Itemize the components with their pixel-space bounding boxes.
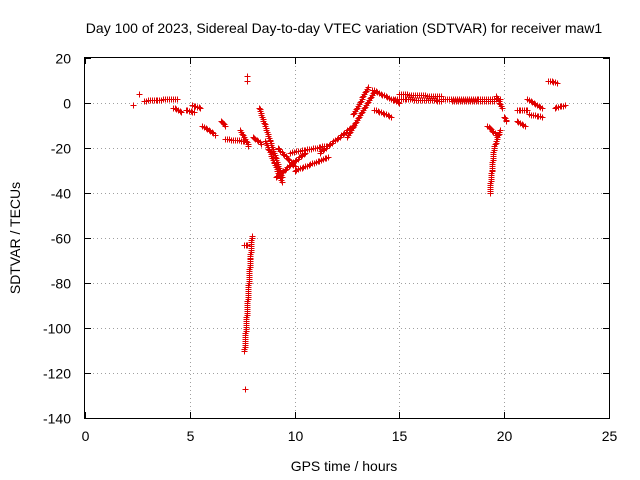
data-point: [177, 108, 184, 115]
data-point: [433, 97, 440, 104]
data-point: [549, 78, 556, 85]
y-tick-label: -100: [43, 321, 71, 337]
data-point: [212, 132, 219, 139]
data-points: [130, 73, 569, 393]
data-point: [325, 154, 332, 161]
data-point: [209, 129, 216, 136]
data-point: [261, 120, 268, 127]
x-tick-label: 20: [497, 428, 513, 444]
data-point: [378, 91, 385, 98]
data-point: [222, 123, 229, 130]
y-tick-label: -60: [51, 231, 71, 247]
y-axis-label: SDTVAR / TECUs: [7, 182, 23, 294]
y-tick-label: -20: [51, 141, 71, 157]
data-point: [258, 141, 265, 148]
data-point: [178, 109, 185, 116]
data-point: [388, 114, 395, 121]
data-point: [522, 123, 529, 130]
x-tick-label: 0: [82, 428, 90, 444]
data-point: [242, 386, 249, 393]
data-point: [375, 108, 382, 115]
data-point: [174, 96, 181, 103]
data-point: [249, 233, 256, 240]
data-point: [245, 143, 252, 150]
data-point: [285, 156, 292, 163]
data-point: [136, 91, 143, 98]
data-point: [365, 84, 372, 91]
data-point: [539, 114, 546, 121]
y-tick-label: -40: [51, 186, 71, 202]
data-point: [524, 107, 531, 114]
x-tick-label: 25: [602, 428, 618, 444]
data-point: [276, 172, 283, 179]
data-point: [279, 179, 286, 186]
x-axis-label: GPS time / hours: [291, 458, 398, 474]
data-point: [495, 132, 502, 139]
data-point: [191, 109, 198, 116]
data-point: [552, 105, 559, 112]
plot-frame: [84, 57, 610, 419]
data-point: [503, 118, 510, 125]
data-point: [130, 102, 137, 109]
data-point: [196, 104, 203, 111]
y-tick-label: -120: [43, 366, 71, 382]
data-point: [497, 127, 504, 134]
data-point: [244, 78, 251, 85]
y-tick-label: 0: [63, 96, 71, 112]
data-point: [244, 242, 251, 249]
data-point: [256, 105, 263, 112]
data-point: [395, 99, 402, 106]
data-point: [499, 105, 506, 112]
x-tick-label: 10: [288, 428, 304, 444]
data-point: [188, 108, 195, 115]
y-tick-label: 20: [55, 51, 71, 67]
data-point: [554, 80, 561, 87]
y-tick-label: -80: [51, 276, 71, 292]
data-point: [197, 105, 204, 112]
data-point: [492, 141, 499, 148]
data-point: [539, 105, 546, 112]
x-tick-label: 15: [392, 428, 408, 444]
data-point: [380, 110, 387, 117]
data-point: [562, 102, 569, 109]
x-tick-label: 5: [187, 428, 195, 444]
chart-title: Day 100 of 2023, Sidereal Day-to-day VTE…: [86, 20, 603, 36]
axis-ticks: -140 -120 -100 -80 -60 -40 -20 0 20 0 5 10 15 20 25: [43, 51, 618, 445]
y-tick-label: -140: [43, 411, 71, 427]
